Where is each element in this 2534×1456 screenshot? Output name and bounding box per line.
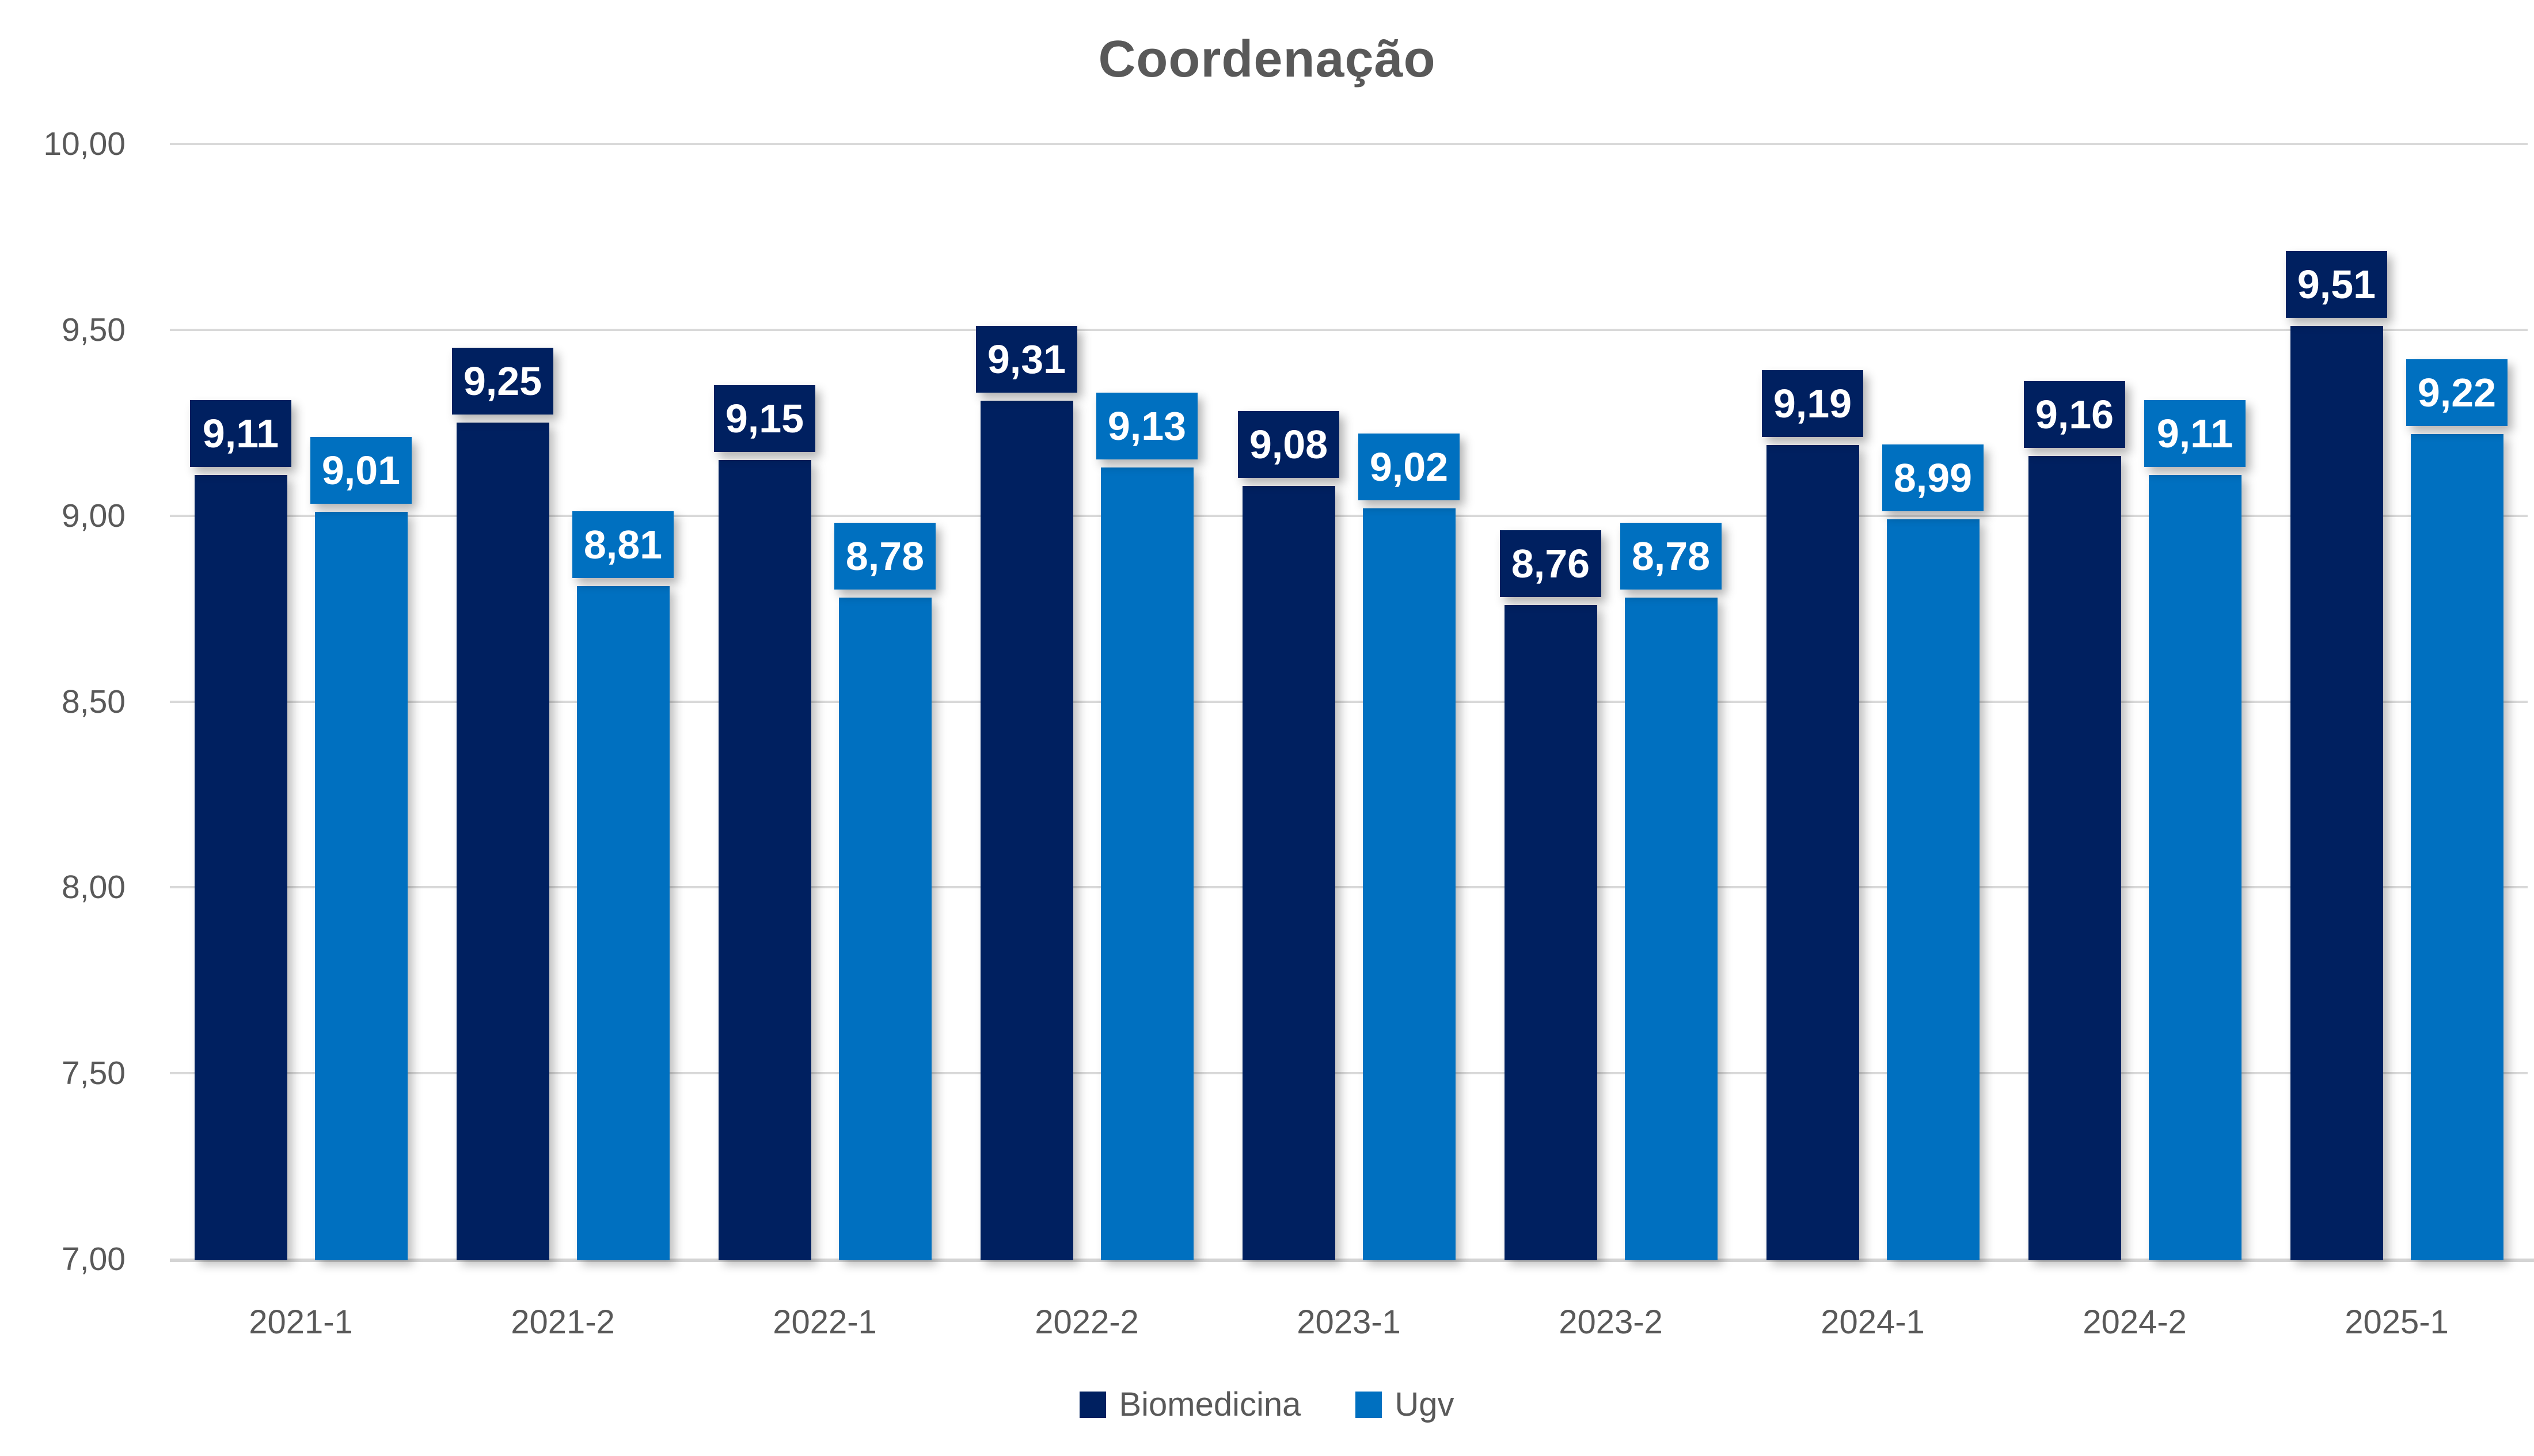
data-label-ugv-2021-1: 9,01 [310, 437, 412, 504]
y-tick-10,00: 10,00 [43, 126, 126, 162]
bar-ugv-2024-2 [2148, 474, 2242, 1260]
bar-ugv-2022-2 [1100, 467, 1194, 1260]
x-tick-2021-1: 2021-1 [249, 1303, 353, 1341]
legend: Biomedicina Ugv [0, 1386, 2534, 1423]
gridline-7,50 [170, 1072, 2528, 1075]
x-tick-2021-2: 2021-2 [511, 1303, 615, 1341]
data-label-ugv-2024-2: 9,11 [2144, 400, 2246, 467]
y-tick-8,50: 8,50 [62, 683, 126, 720]
data-label-biomedicina-2021-2: 9,25 [452, 348, 553, 415]
data-label-biomedicina-2025-1: 9,51 [2286, 251, 2387, 318]
data-label-biomedicina-2022-1: 9,15 [714, 385, 815, 452]
bar-ugv-2021-2 [576, 586, 670, 1260]
data-label-ugv-2023-2: 8,78 [1620, 522, 1722, 590]
bar-biomedicina-2021-2 [456, 423, 549, 1260]
bar-ugv-2023-2 [1624, 597, 1718, 1260]
data-label-ugv-2022-1: 8,78 [834, 522, 936, 590]
bar-ugv-2023-1 [1362, 508, 1456, 1260]
data-label-biomedicina-2023-1: 9,08 [1238, 411, 1339, 478]
gridline-9,50 [170, 328, 2528, 331]
x-axis-line [170, 1259, 2534, 1262]
legend-item-ugv: Ugv [1355, 1386, 1454, 1423]
y-tick-9,50: 9,50 [62, 311, 126, 348]
x-tick-2024-1: 2024-1 [1821, 1303, 1925, 1341]
bar-biomedicina-2024-1 [1766, 444, 1859, 1260]
legend-swatch-ugv-icon [1355, 1392, 1382, 1418]
bar-ugv-2024-1 [1886, 519, 1980, 1260]
data-label-ugv-2024-1: 8,99 [1882, 444, 1984, 512]
bar-biomedicina-2023-2 [1504, 605, 1597, 1260]
data-label-biomedicina-2024-2: 9,16 [2024, 381, 2125, 448]
gridline-8,50 [170, 700, 2528, 703]
chart-title: Coordenação [1098, 31, 1436, 88]
data-label-ugv-2021-2: 8,81 [572, 511, 674, 579]
x-tick-2023-1: 2023-1 [1297, 1303, 1401, 1341]
bar-biomedicina-2023-1 [1242, 486, 1335, 1260]
gridline-10,00 [170, 143, 2528, 145]
y-tick-8,00: 8,00 [62, 869, 126, 906]
gridline-8,00 [170, 886, 2528, 889]
x-tick-2023-2: 2023-2 [1559, 1303, 1663, 1341]
legend-swatch-biomedicina-icon [1080, 1392, 1107, 1418]
data-label-ugv-2022-2: 9,13 [1096, 392, 1198, 459]
legend-item-biomedicina: Biomedicina [1080, 1386, 1301, 1423]
data-label-ugv-2025-1: 9,22 [2406, 359, 2508, 426]
x-tick-2024-2: 2024-2 [2083, 1303, 2187, 1341]
legend-label-ugv: Ugv [1395, 1386, 1454, 1423]
data-label-biomedicina-2021-1: 9,11 [190, 400, 291, 467]
bar-ugv-2025-1 [2410, 434, 2503, 1260]
bar-ugv-2022-1 [838, 597, 932, 1260]
gridline-9,00 [170, 514, 2528, 517]
bar-biomedicina-2022-2 [980, 400, 1073, 1260]
data-label-biomedicina-2022-2: 9,31 [976, 325, 1077, 393]
data-label-biomedicina-2023-2: 8,76 [1500, 530, 1601, 597]
x-tick-2025-1: 2025-1 [2345, 1303, 2449, 1341]
bar-biomedicina-2021-1 [194, 474, 287, 1260]
bar-ugv-2021-1 [314, 512, 408, 1260]
bar-biomedicina-2022-1 [718, 459, 811, 1260]
legend-label-biomedicina: Biomedicina [1119, 1386, 1301, 1423]
x-tick-2022-1: 2022-1 [773, 1303, 877, 1341]
data-label-biomedicina-2024-1: 9,19 [1762, 370, 1863, 437]
y-tick-9,00: 9,00 [62, 497, 126, 534]
data-label-ugv-2023-1: 9,02 [1358, 433, 1460, 500]
y-tick-7,00: 7,00 [62, 1241, 126, 1278]
bar-biomedicina-2025-1 [2290, 326, 2383, 1260]
y-tick-7,50: 7,50 [62, 1055, 126, 1092]
x-tick-2022-2: 2022-2 [1035, 1303, 1139, 1341]
bar-biomedicina-2024-2 [2028, 456, 2121, 1260]
